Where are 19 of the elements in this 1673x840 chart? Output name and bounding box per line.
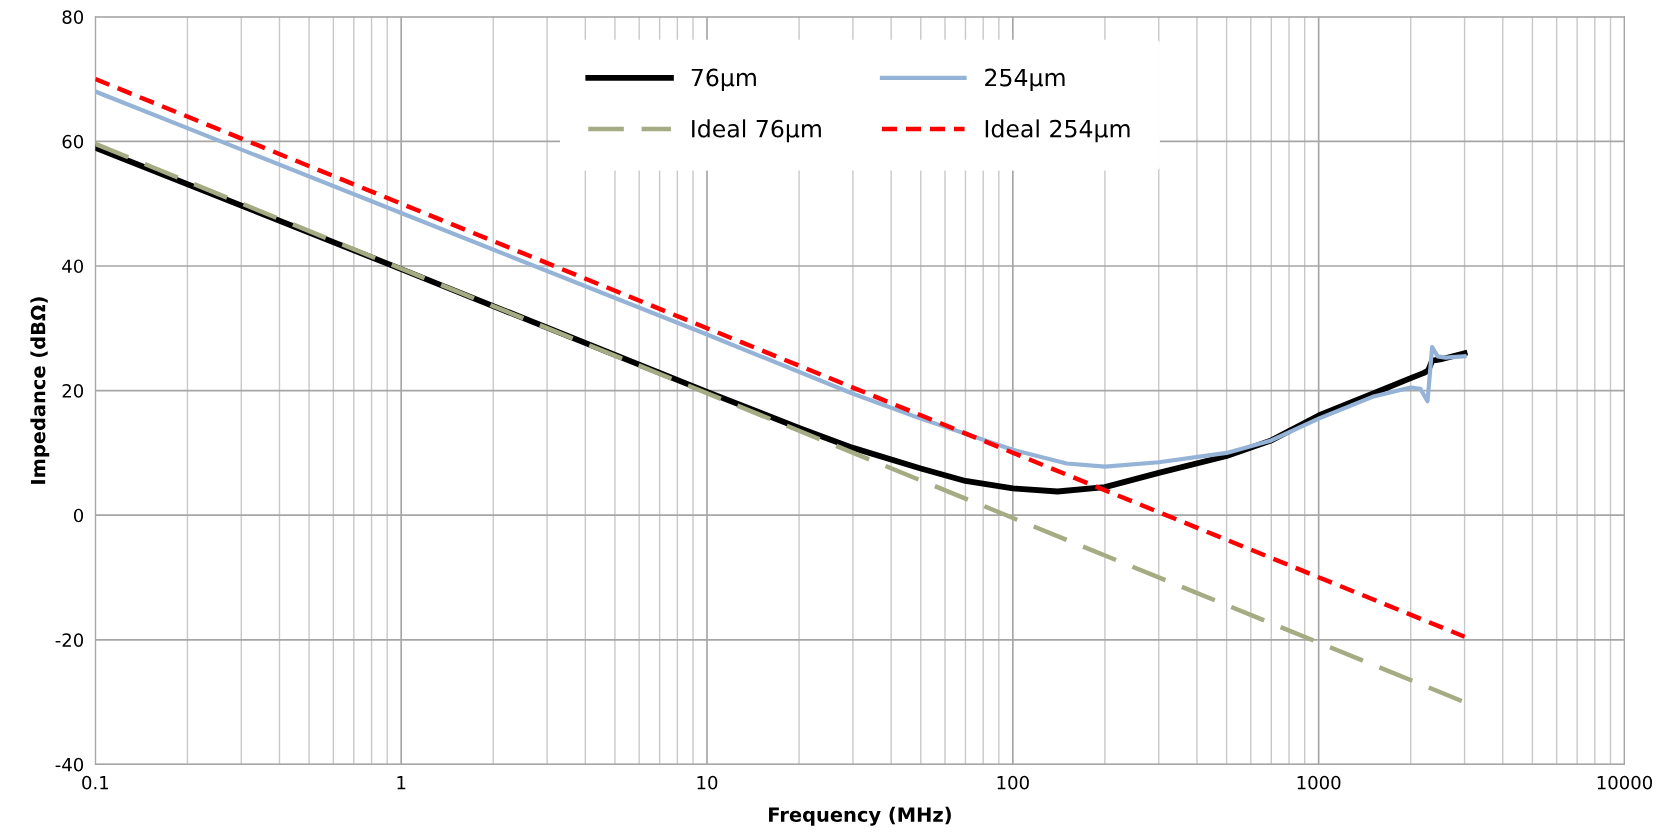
x-axis-title: Frequency (MHz) xyxy=(769,806,951,826)
x-tick-label: 1000 xyxy=(1297,775,1341,790)
y-axis-title: Impedance (dBΩ) xyxy=(30,297,50,484)
y-tick-label: 60 xyxy=(62,134,84,149)
y-tick-label: 0 xyxy=(73,508,84,523)
x-tick-label: 0.1 xyxy=(82,775,109,790)
x-tick-label: 1 xyxy=(397,776,406,790)
y-tick-label: -40 xyxy=(55,757,84,772)
legend-label: 76µm xyxy=(691,68,756,91)
x-tick-label: 10000 xyxy=(1597,775,1652,790)
legend-label: Ideal 76µm xyxy=(692,119,821,143)
x-tick-label: 10 xyxy=(697,775,718,790)
x-tick-label: 100 xyxy=(997,775,1029,790)
y-tick-label: 40 xyxy=(62,259,84,274)
legend-label: Ideal 254µm xyxy=(985,119,1130,143)
y-tick-label: 20 xyxy=(62,384,84,398)
y-tick-label: -20 xyxy=(55,633,84,647)
legend-label: 254µm xyxy=(985,68,1065,91)
y-tick-label: 80 xyxy=(62,10,84,24)
